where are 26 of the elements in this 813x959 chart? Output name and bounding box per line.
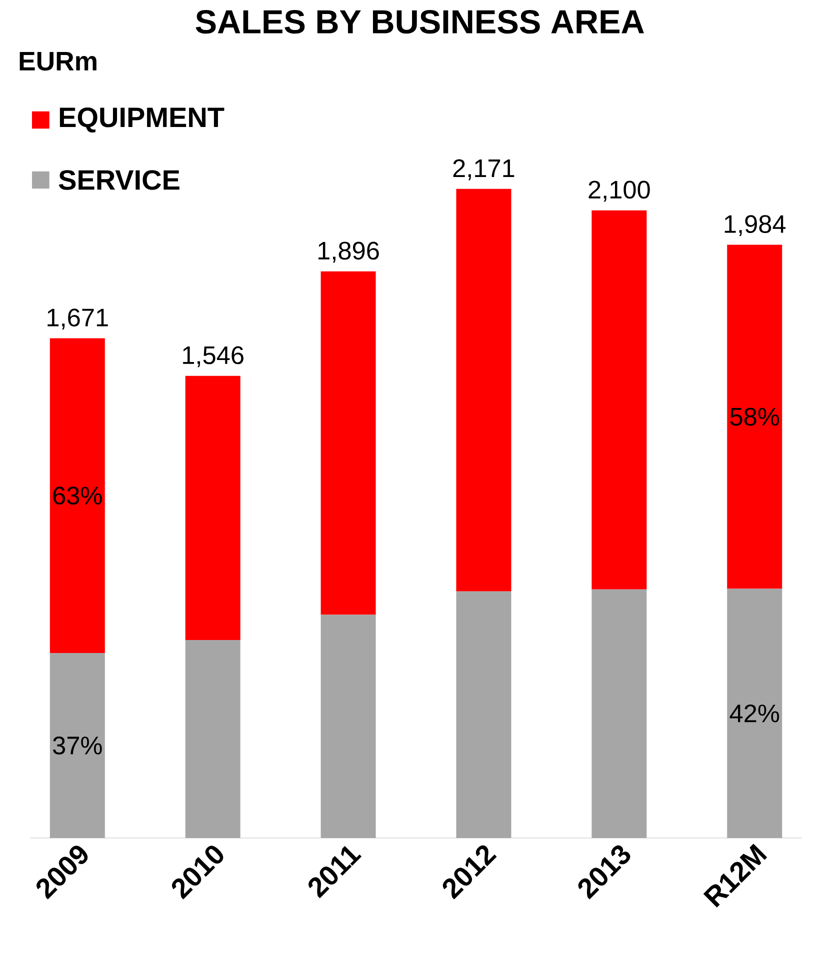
legend-label: EQUIPMENT (60, 107, 224, 133)
bar (50, 338, 105, 654)
annotation: 63% (53, 486, 102, 505)
annotation: 42% (730, 704, 780, 722)
bar (50, 653, 105, 838)
annotation: 37% (53, 736, 102, 754)
annotation: 58% (730, 408, 780, 426)
legend-label: SERVICE (58, 170, 180, 190)
bar (320, 614, 376, 838)
bar (320, 271, 376, 615)
annotation: 1,546 (183, 346, 244, 368)
bar (727, 588, 782, 838)
bar (456, 188, 512, 592)
bar (456, 591, 512, 838)
bar (185, 640, 240, 838)
bar (727, 244, 782, 589)
bar (185, 376, 240, 640)
annotation: 2,100 (588, 180, 650, 202)
annotation: 1,984 (724, 215, 786, 236)
y-axis-title: EURm (20, 52, 96, 71)
bar (592, 589, 647, 838)
bar (592, 210, 647, 590)
text: 2,171 (453, 159, 514, 180)
annotation: 1,671 (48, 308, 108, 330)
chart-title: SALES BY BUSINESS AREA (196, 10, 644, 34)
annotation: 1,896 (318, 242, 379, 263)
